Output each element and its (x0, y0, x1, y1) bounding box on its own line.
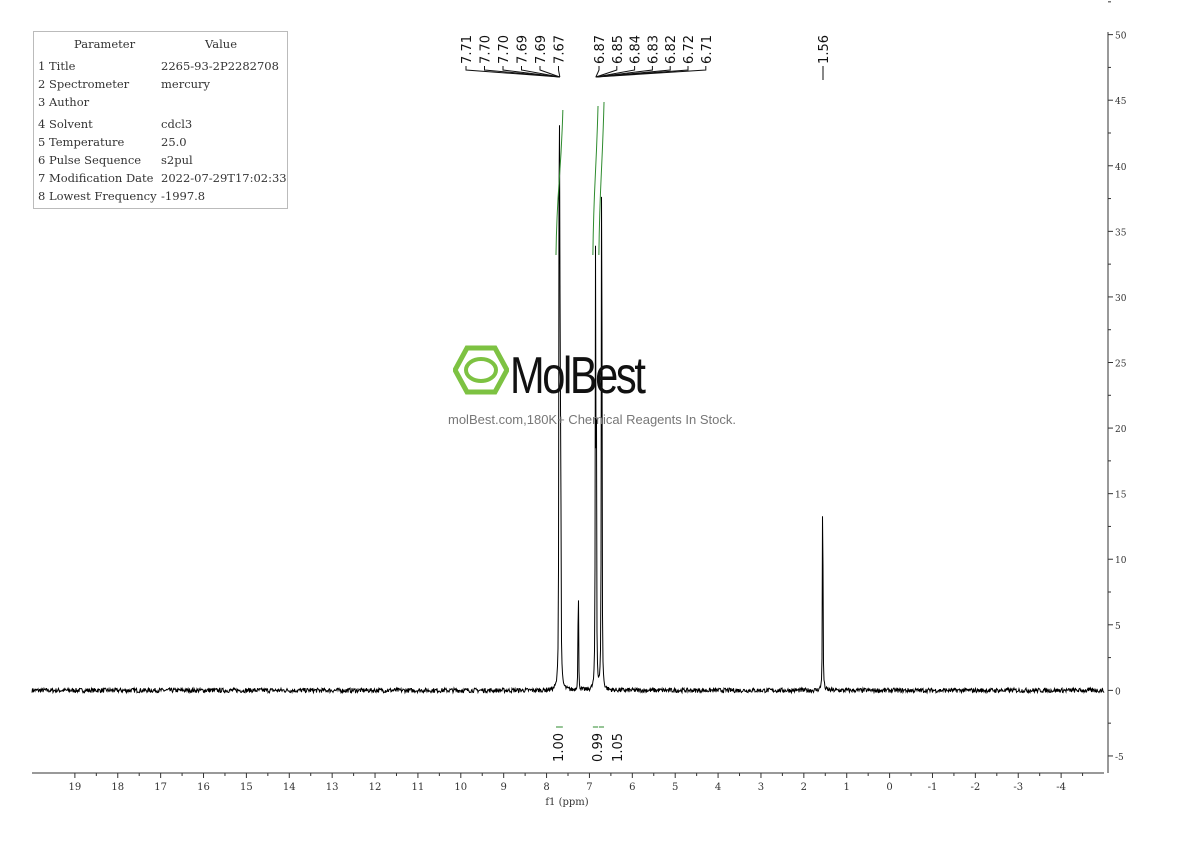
y-tick-label: 50 (1115, 32, 1127, 42)
param-value: 25.0 (161, 135, 187, 149)
param-name: 7 Modification Date (38, 171, 154, 185)
y-tick-label: 10 (1115, 556, 1127, 566)
y-tick-label: 40 (1115, 163, 1127, 173)
x-tick-label: 15 (240, 782, 253, 793)
param-name: 6 Pulse Sequence (38, 153, 142, 167)
x-tick-label: 5 (672, 782, 678, 793)
param-header: Parameter (74, 37, 136, 51)
param-name: 2 Spectrometer (38, 77, 130, 91)
x-tick-label: 10 (454, 782, 467, 793)
x-tick-label: 6 (629, 782, 635, 793)
peak-label: 7.70 (479, 35, 494, 64)
integral-curve (592, 105, 599, 256)
peak-label-connector (595, 66, 618, 78)
peak-label-connector (539, 66, 561, 78)
x-tick-label: 17 (154, 782, 167, 793)
x-tick-label: -2 (970, 782, 980, 793)
peak-label-connector (521, 66, 560, 78)
param-value: mercury (161, 77, 211, 91)
parameter-table: Parameter Value 1 Title 2265-93-2P2282708… (33, 31, 288, 209)
x-tick-label: 7 (586, 782, 592, 793)
x-tick-label: 1 (844, 782, 850, 793)
integral-value: 0.99 (591, 733, 606, 762)
y-tick-label: 25 (1115, 359, 1127, 369)
x-tick-label: 4 (715, 782, 721, 793)
integral-value: 1.00 (552, 733, 567, 762)
y-tick-label: -5 (1115, 753, 1124, 763)
peak-label-connector (595, 66, 653, 78)
integral-curve (555, 109, 564, 256)
param-name: 1 Title (38, 59, 76, 73)
x-tick-label: 12 (369, 782, 382, 793)
molbest-logo-icon (453, 345, 509, 395)
peak-label: 1.56 (817, 35, 832, 64)
peak-label-connector (595, 66, 636, 78)
y-tick-label: 5 (1115, 622, 1121, 632)
x-tick-label: -3 (1013, 782, 1023, 793)
y-tick-label: 0 (1115, 687, 1121, 697)
peak-label: 6.71 (700, 35, 715, 64)
peak-label: 7.70 (497, 35, 512, 64)
peak-label-connector (595, 66, 707, 78)
peak-label-connector (484, 66, 560, 78)
integral-value: 1.05 (611, 733, 626, 762)
peak-label: 7.69 (534, 35, 549, 64)
param-name: 3 Author (38, 95, 90, 109)
x-tick-label: 18 (111, 782, 124, 793)
peak-label-connector (595, 66, 600, 78)
y-tick-label: 45 (1115, 97, 1127, 107)
x-tick-label: 8 (543, 782, 549, 793)
param-value: -1997.8 (161, 189, 206, 203)
x-tick-label: 19 (69, 782, 82, 793)
peak-label-connector (465, 66, 560, 78)
integral-curve (598, 101, 605, 256)
peak-label: 6.72 (682, 35, 697, 64)
peak-label: 6.82 (664, 35, 679, 64)
x-tick-label: 11 (412, 782, 425, 793)
watermark-text: molBest.com,180K+ Chemical Reagents In S… (448, 412, 736, 427)
y-tick-label: 20 (1115, 425, 1127, 435)
param-value: cdcl3 (161, 117, 193, 131)
spectrum-line (31, 125, 1105, 695)
param-value: s2pul (161, 153, 193, 167)
peak-label-connector (502, 66, 560, 78)
y-tick-label: 15 (1115, 491, 1127, 501)
peak-label: 6.83 (646, 35, 661, 64)
peak-label: 6.84 (629, 35, 644, 64)
x-tick-label: 16 (197, 782, 210, 793)
x-tick-label: -1 (928, 782, 938, 793)
param-name: 4 Solvent (38, 117, 93, 131)
peak-label: 7.71 (460, 35, 475, 64)
x-tick-label: 13 (326, 782, 339, 793)
param-value: 2265-93-2P2282708 (161, 59, 279, 73)
y-tick-label: 35 (1115, 228, 1127, 238)
param-name: 5 Temperature (38, 135, 125, 149)
x-tick-label: 9 (500, 782, 506, 793)
param-name: 8 Lowest Frequency (38, 189, 157, 203)
value-header: Value (205, 37, 237, 51)
peak-label: 6.87 (593, 35, 608, 64)
peak-label: 7.67 (553, 35, 568, 64)
x-tick-label: 0 (886, 782, 892, 793)
peak-label: 7.69 (516, 35, 531, 64)
param-value: 2022-07-29T17:02:33 (161, 171, 287, 185)
x-tick-label: 3 (758, 782, 764, 793)
x-axis-label: f1 (ppm) (545, 797, 588, 808)
x-tick-label: 14 (283, 782, 296, 793)
y-tick-label: 30 (1115, 294, 1127, 304)
peak-label-connector (558, 66, 561, 78)
x-tick-label: -4 (1056, 782, 1066, 793)
watermark-logo: MolBest (510, 347, 646, 405)
peak-label: 6.85 (611, 35, 626, 64)
x-tick-label: 2 (801, 782, 807, 793)
